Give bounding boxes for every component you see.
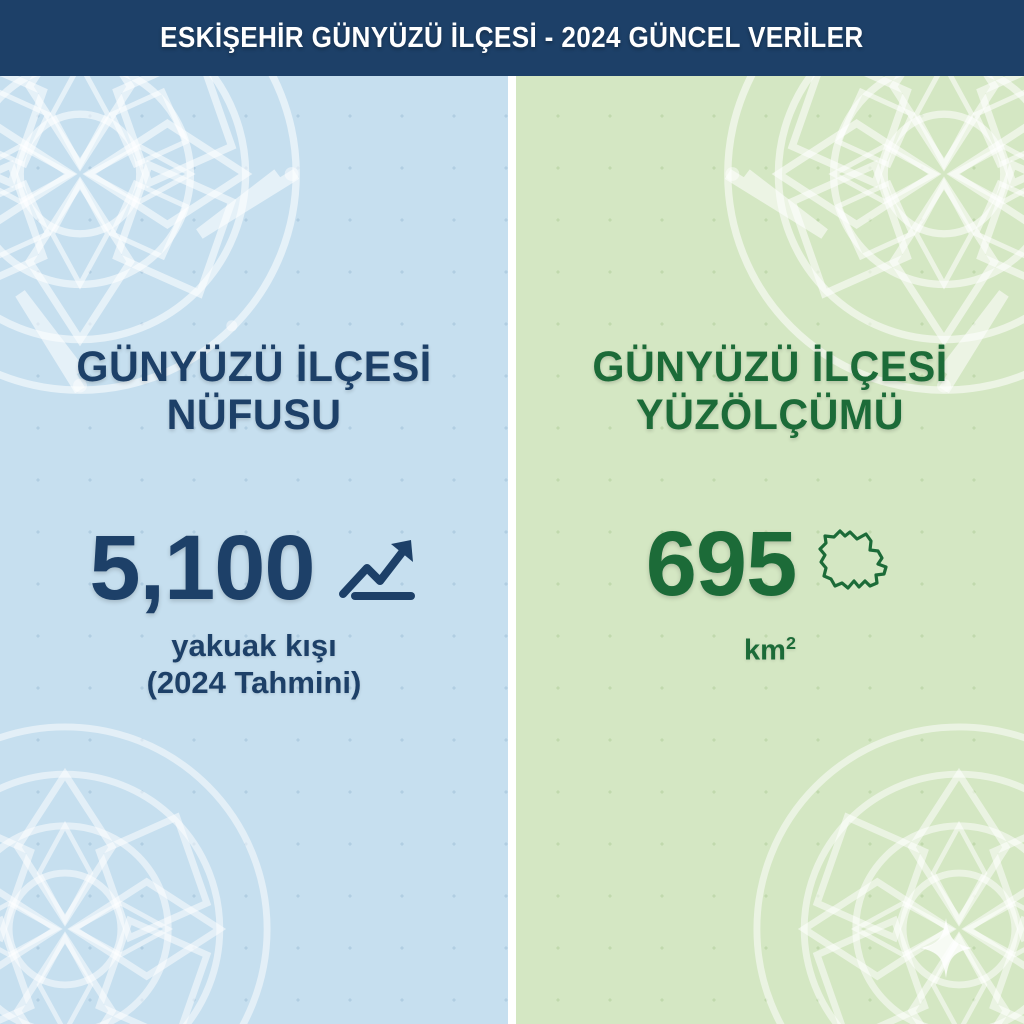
trending-up-arrow-icon bbox=[335, 532, 419, 606]
area-value-row: 695 bbox=[645, 513, 895, 616]
panel-population-title-line1: GÜNYÜZÜ İLÇESİ bbox=[76, 343, 432, 391]
panel-area-title: GÜNYÜZÜ İLÇESİ YÜZÖLÇÜMÜ bbox=[592, 343, 948, 439]
panel-population-content: GÜNYÜZÜ İLÇESİ NÜFUSU 5,100 bbox=[0, 76, 508, 1024]
population-subtitle-line1: yakuak kışı bbox=[171, 627, 337, 663]
panel-area-content: GÜNYÜZÜ İLÇESİ YÜZÖLÇÜMÜ 695 km2 bbox=[516, 76, 1024, 1024]
population-subtitle-line2: (2024 Tahmini) bbox=[146, 665, 362, 701]
panel-population: GÜNYÜZÜ İLÇESİ NÜFUSU 5,100 bbox=[0, 76, 508, 1024]
panel-area-title-line2: YÜZÖLÇÜMÜ bbox=[635, 390, 905, 439]
header-title: ESKİŞEHİR GÜNYÜZÜ İLÇESİ - 2024 GÜNCEL V… bbox=[160, 21, 864, 54]
population-subtitle: yakuak kışı (2024 Tahmini) bbox=[147, 627, 362, 701]
area-unit-text: km2 bbox=[744, 633, 796, 668]
area-value: 695 bbox=[645, 513, 797, 616]
area-unit-base: km bbox=[744, 634, 786, 667]
panel-divider bbox=[508, 76, 516, 1024]
header-bar: ESKİŞEHİR GÜNYÜZÜ İLÇESİ - 2024 GÜNCEL V… bbox=[0, 0, 1024, 76]
panel-area: GÜNYÜZÜ İLÇESİ YÜZÖLÇÜMÜ 695 km2 bbox=[516, 76, 1024, 1024]
population-value: 5,100 bbox=[89, 517, 315, 620]
panel-area-title-line1: GÜNYÜZÜ İLÇESİ bbox=[592, 343, 948, 391]
area-unit-exponent: 2 bbox=[785, 632, 796, 653]
district-map-outline-icon bbox=[816, 528, 894, 602]
population-value-row: 5,100 bbox=[89, 517, 419, 620]
panels-container: GÜNYÜZÜ İLÇESİ NÜFUSU 5,100 bbox=[0, 76, 1024, 1024]
panel-population-title-line2: NÜFUSU bbox=[166, 390, 342, 439]
panel-population-title: GÜNYÜZÜ İLÇESİ NÜFUSU bbox=[76, 343, 432, 439]
area-unit-label: km2 bbox=[744, 633, 796, 668]
